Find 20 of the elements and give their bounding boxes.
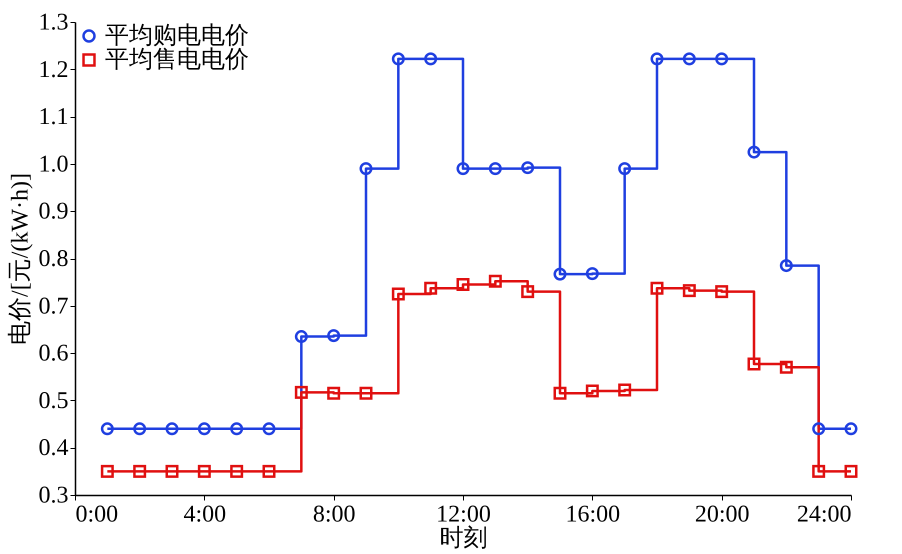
x-tick-label: 4:00 <box>183 502 226 528</box>
y-tick-label: 0.5 <box>38 388 68 414</box>
y-tick-label: 1.0 <box>38 151 68 178</box>
y-tick-label: 1.1 <box>38 104 68 130</box>
legend-label: 平均售电电价 <box>105 47 249 73</box>
x-tick-label: 8:00 <box>312 502 356 528</box>
y-tick-label: 0.4 <box>38 435 68 462</box>
x-axis-title: 时刻 <box>440 524 488 552</box>
y-tick-label: 0.9 <box>38 198 68 225</box>
y-tick-label: 1.2 <box>38 56 68 83</box>
x-tick-label: 20:00 <box>694 502 750 528</box>
y-tick-label: 1.3 <box>38 10 68 36</box>
y-tick-label: 0.7 <box>38 293 68 320</box>
x-tick-label: 16:00 <box>565 502 620 528</box>
y-tick-label: 0.6 <box>38 340 68 367</box>
y-axis-title: 电价/[元/(kW·h)] <box>8 173 34 345</box>
y-tick-label: 0.8 <box>38 246 68 272</box>
x-tick-label: 0:00 <box>76 502 118 528</box>
y-tick-label: 0.3 <box>38 482 68 508</box>
x-tick-label: 24:00 <box>796 502 852 528</box>
